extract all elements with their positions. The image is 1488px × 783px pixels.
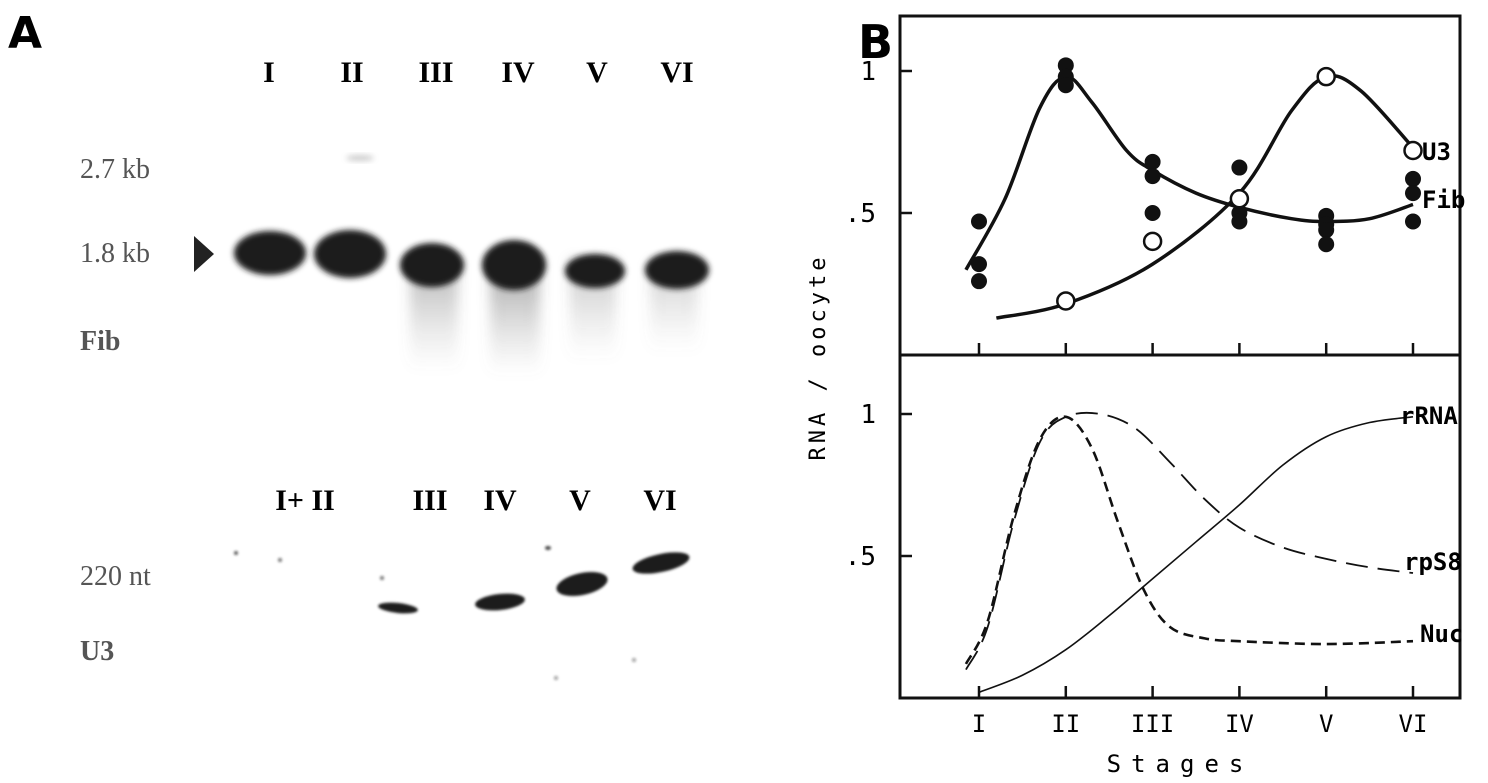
x-tick-label: VI: [1399, 710, 1428, 738]
northern-band: [482, 240, 546, 290]
panel-a-letter: A: [8, 8, 42, 59]
fib-curve: [964, 74, 1414, 271]
panel-a: A I II III IV V VI 2.7 kb 1.8 kb Fib: [8, 8, 709, 680]
u3-point: [1316, 66, 1336, 87]
northern-lane-label: III: [418, 56, 453, 89]
fib-point: [1144, 168, 1161, 185]
u3-lane-label: I+ II: [275, 484, 335, 517]
fib-point: [971, 256, 987, 273]
fib-point: [1405, 170, 1421, 187]
series-label-nuc: Nuc: [1420, 620, 1463, 648]
blot-speck: [380, 576, 384, 580]
panel-b-letter: B: [858, 15, 893, 69]
y-tick-label: 1: [860, 400, 876, 430]
northern-lane-label: VI: [660, 56, 693, 89]
fib-point: [1231, 213, 1248, 230]
blot-speck: [234, 551, 238, 555]
u3-point: [1403, 140, 1423, 161]
marker-arrowhead-icon: [194, 236, 214, 272]
northern-lane-label: I: [263, 56, 275, 89]
northern-band: [400, 243, 464, 287]
series-label-rrna: rRNA: [1400, 402, 1458, 430]
chart-top: 1 .5 U3 Fib: [845, 57, 1465, 355]
marker-220nt: 220 nt: [80, 561, 151, 592]
u3-lane-label: V: [569, 484, 591, 517]
northern-markers: 2.7 kb 1.8 kb: [80, 154, 150, 269]
blot-speck: [278, 558, 282, 562]
rps8-line: [965, 411, 1414, 671]
u3-bands: [234, 546, 690, 680]
u3-probe-label: U3: [80, 636, 114, 667]
marker-2-7kb: 2.7 kb: [80, 154, 150, 185]
marker-1-8kb: 1.8 kb: [80, 238, 150, 269]
blot-speck: [554, 676, 558, 680]
x-tick-label: I: [972, 710, 986, 738]
fib-point: [1318, 222, 1335, 239]
nuc-line: [964, 415, 1414, 665]
northern-bands: [234, 155, 709, 375]
northern-band: [234, 231, 306, 275]
u3-point: [1142, 231, 1163, 252]
fib-point: [971, 213, 987, 230]
series-label-rps8: rpS8: [1404, 548, 1462, 576]
x-tick-label: V: [1319, 710, 1333, 738]
y-tick-label: .5: [845, 542, 876, 572]
x-tick-label: IV: [1225, 710, 1254, 738]
fib-point: [1318, 236, 1335, 253]
u3-lane-label: VI: [643, 484, 676, 517]
u3-lane-label: IV: [483, 484, 517, 517]
northern-band: [645, 251, 709, 289]
northern-lane-label: II: [340, 56, 363, 89]
faint-band: [346, 155, 374, 161]
u3-band: [556, 571, 608, 597]
x-axis-label: Stages: [1107, 750, 1254, 778]
fib-point: [1057, 57, 1074, 74]
blot-speck: [632, 658, 636, 662]
blot-speck: [545, 546, 551, 550]
northern-lane-label: IV: [501, 56, 535, 89]
northern-probe-label: Fib: [80, 326, 120, 357]
u3-lane-labels: I+ II III IV V VI: [275, 484, 676, 517]
plot-frame: [898, 14, 1462, 700]
rrna-line: [978, 416, 1414, 694]
northern-lane-labels: I II III IV V VI: [263, 56, 694, 89]
x-tick-label: II: [1051, 710, 1080, 738]
fib-point: [971, 273, 987, 290]
fib-point: [1144, 153, 1161, 170]
u3-band: [378, 602, 418, 614]
y-axis-label: RNA / oocyte: [806, 254, 831, 461]
fib-point: [1405, 213, 1421, 230]
northern-band: [565, 254, 625, 288]
x-tick-label: III: [1131, 710, 1174, 738]
u3-point: [1056, 291, 1076, 311]
fib-point: [1231, 159, 1248, 176]
northern-band: [314, 230, 386, 278]
y-tick-label: 1: [860, 57, 876, 87]
fib-point: [1405, 185, 1421, 202]
y-tick-label: .5: [845, 199, 876, 229]
fib-point: [1057, 77, 1074, 94]
northern-lane-label: V: [586, 56, 608, 89]
u3-band: [632, 552, 690, 574]
series-label-u3: U3: [1422, 138, 1451, 166]
series-label-fib: Fib: [1422, 186, 1465, 214]
u3-band: [475, 593, 525, 611]
u3-lane-label: III: [412, 484, 447, 517]
u3-point: [1229, 189, 1250, 209]
fib-point: [1144, 205, 1161, 221]
